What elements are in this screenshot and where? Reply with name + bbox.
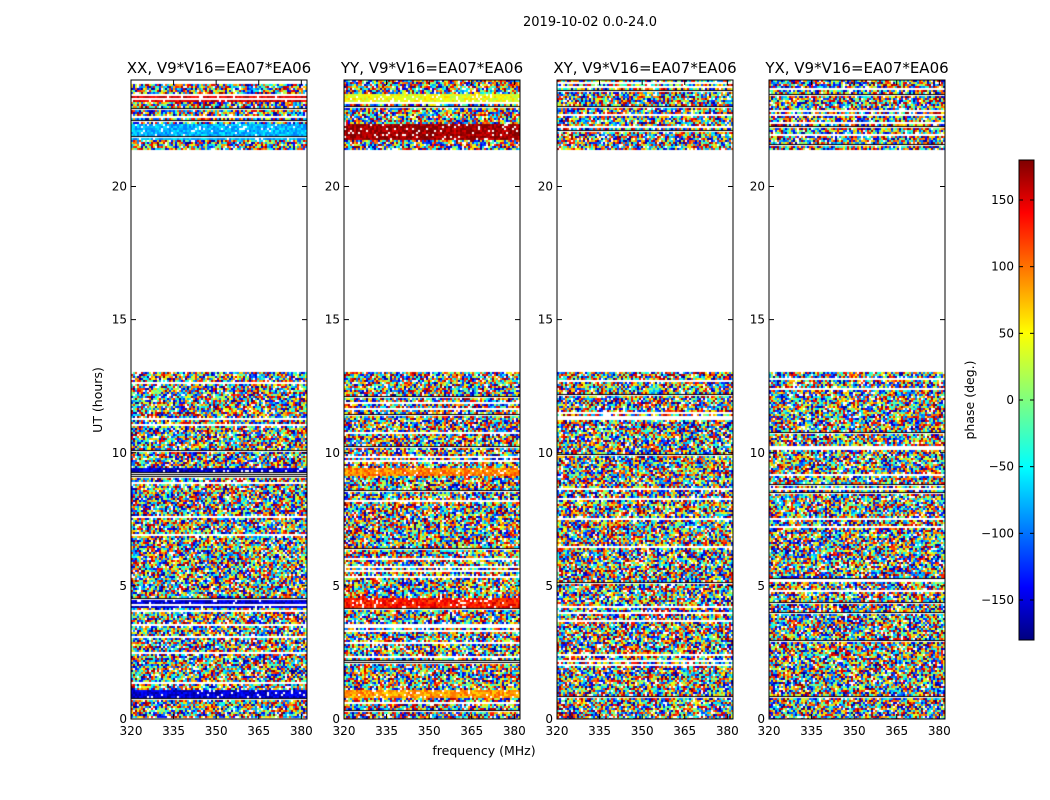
panel-4: YX, V9*V16=EA07*EA06 320 335 350 365 380 0 5 10 1… — [750, 59, 951, 738]
panel-4-xtick-label: 320 — [758, 724, 781, 738]
panel-4-ytick-label: 15 — [750, 313, 765, 327]
panel-4-xtick-label: 380 — [928, 724, 951, 738]
colorbar-tick-label: 50 — [999, 326, 1014, 340]
panel-3-frame — [556, 79, 734, 720]
panel-3-ytick-label: 0 — [545, 712, 553, 726]
panel-1-xtick-label: 320 — [120, 724, 143, 738]
y-axis-label: UT (hours) — [90, 367, 105, 433]
panel-1-ytick-label: 0 — [119, 712, 127, 726]
panel-1-ytick-label: 5 — [119, 579, 127, 593]
panel-1-xtick-label: 350 — [205, 724, 228, 738]
panel-3-xtick-label: 365 — [673, 724, 696, 738]
colorbar-tick-label: 150 — [991, 193, 1014, 207]
panel-3-title: XY, V9*V16=EA07*EA06 — [553, 59, 736, 77]
panel-3-xtick-label: 350 — [631, 724, 654, 738]
panel-4-frame — [768, 79, 946, 720]
panel-1-xtick-label: 365 — [247, 724, 270, 738]
panel-4-ytick-label: 20 — [750, 180, 765, 194]
panel-1-xtick-label: 335 — [162, 724, 185, 738]
panel-3-ytick-label: 10 — [538, 446, 553, 460]
panel-2-ytick-label: 10 — [325, 446, 340, 460]
panel-1-ytick-label: 20 — [112, 180, 127, 194]
panel-2-ytick-label: 5 — [332, 579, 340, 593]
panel-2-xtick-label: 320 — [333, 724, 356, 738]
colorbar-ticks: −150 −100 −50 0 50 100 150 — [981, 193, 1034, 607]
panel-2: YY, V9*V16=EA07*EA06 320 335 350 365 380 0 5 10 1… — [325, 59, 526, 738]
panel-1-title: XX, V9*V16=EA07*EA06 — [127, 59, 311, 77]
panel-3: XY, V9*V16=EA07*EA06 320 335 350 365 380 0 5 10 1… — [538, 59, 739, 738]
panels-group: XX, V9*V16=EA07*EA06 320 335 350 365 380 0 5 10 1… — [112, 59, 951, 738]
colorbar-tick-label: −100 — [981, 526, 1014, 540]
panel-4-ytick-label: 10 — [750, 446, 765, 460]
colorbar-tick-label: −150 — [981, 593, 1014, 607]
panel-2-xtick-label: 350 — [418, 724, 441, 738]
panel-2-xtick-label: 380 — [503, 724, 526, 738]
panel-3-ytick-label: 15 — [538, 313, 553, 327]
colorbar-label: phase (deg.) — [962, 361, 977, 440]
panel-4-title: YX, V9*V16=EA07*EA06 — [764, 59, 948, 77]
panel-1-xtick-label: 380 — [290, 724, 313, 738]
panel-2-heatmap — [344, 80, 520, 719]
panel-2-title: YY, V9*V16=EA07*EA06 — [340, 59, 523, 77]
panel-3-xtick-label: 320 — [546, 724, 569, 738]
colorbar-tick-label: 100 — [991, 260, 1014, 274]
panel-4-ytick-label: 0 — [757, 712, 765, 726]
panel-3-xtick-label: 380 — [716, 724, 739, 738]
figure-suptitle: 2019-10-02 0.0-24.0 — [523, 15, 657, 30]
x-axis-label: frequency (MHz) — [432, 743, 535, 758]
panel-1: XX, V9*V16=EA07*EA06 320 335 350 365 380 0 5 10 1… — [112, 59, 313, 738]
panel-1-heatmap — [131, 80, 307, 719]
panel-1-ytick-label: 10 — [112, 446, 127, 460]
panel-3-ytick-label: 5 — [545, 579, 553, 593]
colorbar: −150 −100 −50 0 50 100 150 phase (deg.) — [962, 159, 1035, 641]
colorbar-tick-label: 0 — [1006, 393, 1014, 407]
panel-4-heatmap — [769, 80, 945, 719]
panel-4-xtick-label: 350 — [843, 724, 866, 738]
panel-3-xtick-label: 335 — [588, 724, 611, 738]
panel-4-xtick-label: 365 — [885, 724, 908, 738]
panel-3-ytick-label: 20 — [538, 180, 553, 194]
panel-2-xtick-label: 365 — [460, 724, 483, 738]
panel-1-ytick-label: 15 — [112, 313, 127, 327]
panel-2-ytick-label: 15 — [325, 313, 340, 327]
colorbar-tick-label: −50 — [989, 460, 1014, 474]
panel-2-xtick-label: 335 — [375, 724, 398, 738]
panel-2-ytick-label: 20 — [325, 180, 340, 194]
panel-4-xtick-label: 335 — [800, 724, 823, 738]
panel-1-frame — [130, 79, 308, 720]
panel-2-frame — [343, 79, 521, 720]
panel-3-heatmap — [557, 80, 733, 719]
panel-2-ytick-label: 0 — [332, 712, 340, 726]
panel-4-ytick-label: 5 — [757, 579, 765, 593]
